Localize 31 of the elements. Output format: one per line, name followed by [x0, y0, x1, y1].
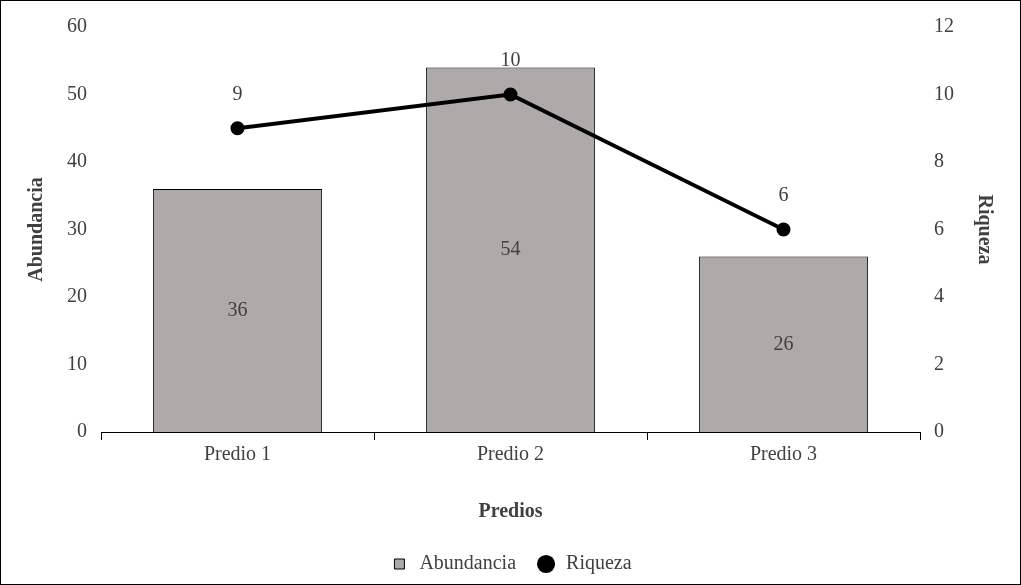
y2-tick-label: 10 — [934, 81, 954, 104]
data-label: 54 — [500, 237, 521, 259]
y-tick-label: 30 — [67, 216, 87, 239]
y-tick-label: 50 — [67, 81, 87, 104]
x-tick-label: Predio 3 — [749, 442, 818, 465]
y2-tick-label: 12 — [934, 14, 954, 37]
data-label: 10 — [500, 47, 521, 70]
y2-tick-label: 0 — [934, 419, 944, 442]
y-axis-title: Abundancia — [24, 177, 47, 282]
data-label: 26 — [773, 331, 794, 354]
legend-label: Abundancia — [419, 551, 517, 574]
x-axis-title: Predios — [478, 499, 543, 522]
point — [230, 121, 245, 136]
x-tick-label: Predio 1 — [203, 442, 272, 465]
y-tick-label: 40 — [67, 149, 87, 172]
x-tick-label: Predio 2 — [476, 442, 545, 465]
y-tick-label: 60 — [67, 14, 87, 37]
point — [503, 87, 518, 102]
y2-tick-label: 2 — [934, 351, 944, 374]
point — [776, 222, 791, 237]
y2-tick-label: 6 — [934, 216, 944, 239]
data-label: 6 — [778, 182, 789, 205]
data-label: 36 — [227, 297, 248, 320]
y-tick-label: 0 — [77, 419, 87, 442]
data-label: 9 — [232, 81, 243, 104]
legend-label: Riqueza — [566, 551, 632, 575]
y-tick-label: 20 — [67, 284, 87, 307]
y2-tick-label: 4 — [934, 284, 944, 307]
y2-axis-title: Riqueza — [973, 194, 997, 265]
y-tick-label: 10 — [67, 351, 87, 374]
y2-tick-label: 8 — [934, 149, 944, 172]
